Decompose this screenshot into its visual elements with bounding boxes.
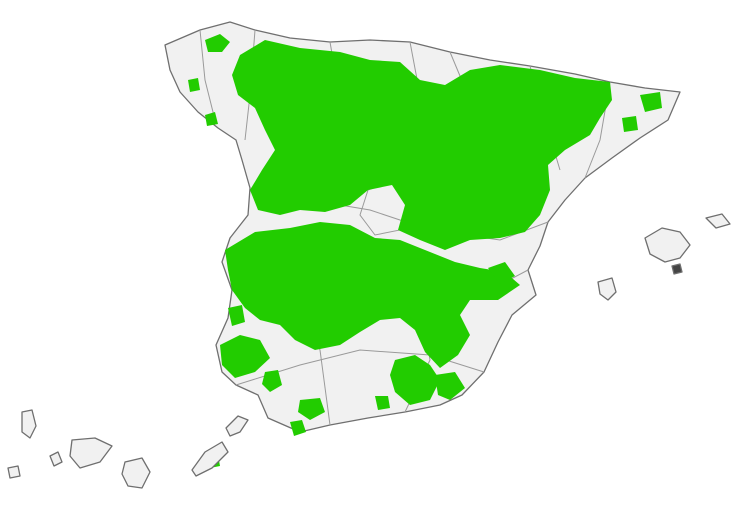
canary-islands xyxy=(7,409,249,489)
highlighted-areas xyxy=(188,34,662,468)
balearic-islands xyxy=(597,213,731,301)
